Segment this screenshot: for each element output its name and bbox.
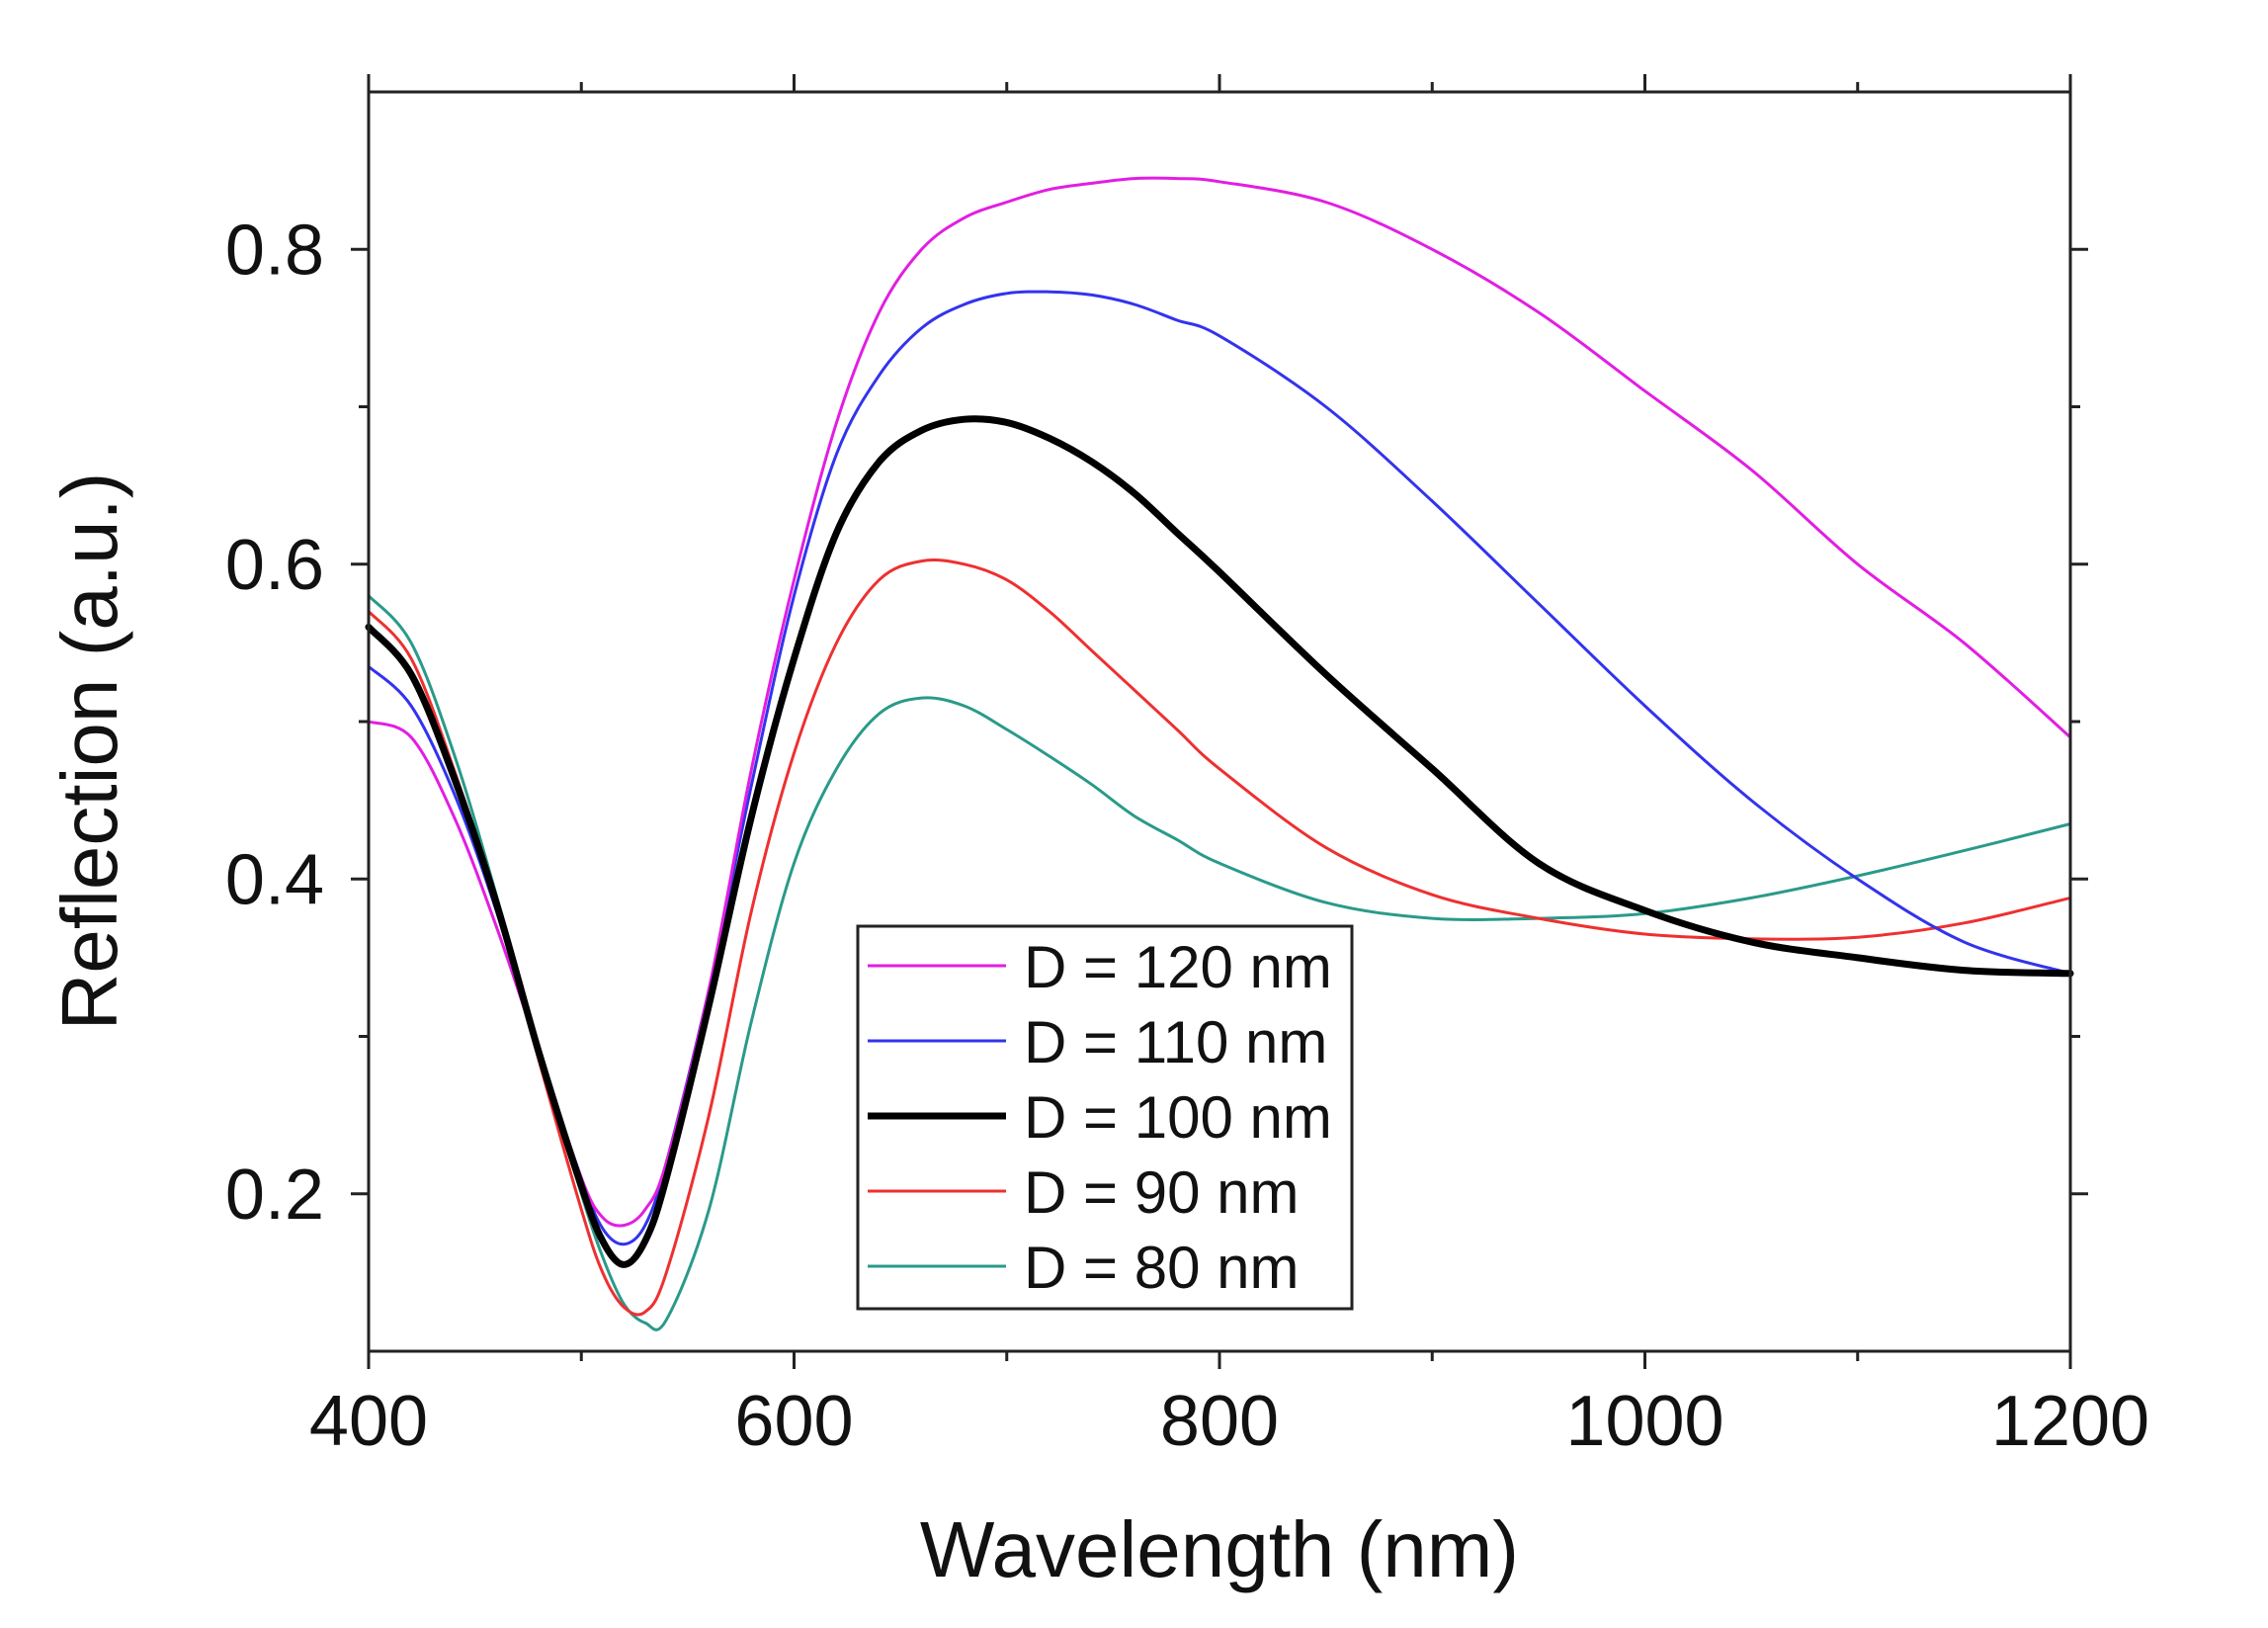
legend-entries: D = 120 nm D = 110 nm D = 100 nm D = 90 nm D… xyxy=(868,934,1332,1301)
series-line-d100 xyxy=(365,415,2074,1268)
x-tick-label: 1000 xyxy=(1565,1382,1723,1461)
legend-label: D = 120 nm xyxy=(1024,934,1332,1000)
tick-marks xyxy=(351,74,2088,1369)
x-tick-label: 1200 xyxy=(1991,1382,2149,1461)
legend-entry: D = 90 nm xyxy=(868,1159,1299,1226)
tick-labels: 400 600 800 1000 1200 0.2 0.4 0.6 0.8 xyxy=(225,211,2149,1461)
legend-label: D = 100 nm xyxy=(1024,1084,1332,1151)
x-axis-label: Wavelength (nm) xyxy=(920,1505,1519,1593)
y-tick-label: 0.2 xyxy=(225,1156,324,1235)
legend-label: D = 90 nm xyxy=(1024,1159,1299,1226)
y-axis-label: Reflection (a.u.) xyxy=(45,472,133,1031)
x-tick-label: 800 xyxy=(1160,1382,1279,1461)
y-tick-label: 0.4 xyxy=(225,840,324,919)
legend-entry: D = 80 nm xyxy=(868,1235,1299,1301)
x-tick-label: 400 xyxy=(309,1382,428,1461)
legend-entry: D = 100 nm xyxy=(868,1084,1332,1151)
y-tick-label: 0.6 xyxy=(225,526,324,605)
legend-entry: D = 110 nm xyxy=(868,1009,1327,1075)
series-line-d90 xyxy=(367,558,2072,1317)
legend-label: D = 80 nm xyxy=(1024,1235,1299,1301)
y-tick-label: 0.8 xyxy=(225,211,324,290)
x-tick-label: 600 xyxy=(734,1382,853,1461)
legend-entry: D = 120 nm xyxy=(868,934,1332,1000)
legend: D = 120 nm D = 110 nm D = 100 nm D = 90 nm D… xyxy=(856,924,1354,1311)
data-series-group xyxy=(365,176,2074,1331)
legend-label: D = 110 nm xyxy=(1024,1009,1327,1075)
